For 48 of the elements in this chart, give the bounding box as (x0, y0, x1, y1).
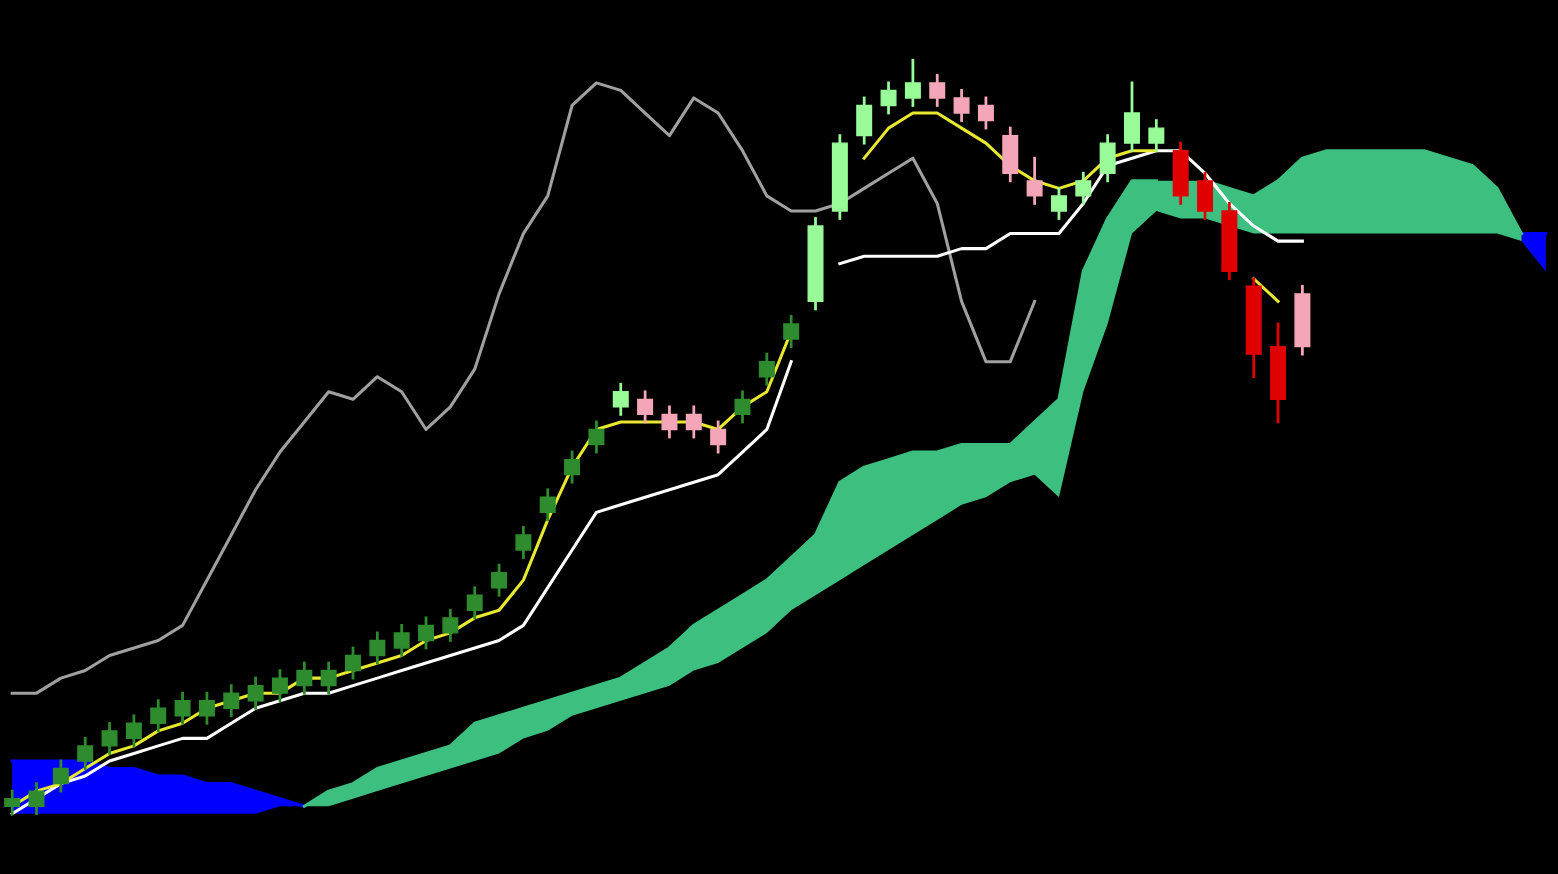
candlestick (223, 684, 240, 718)
candlestick (929, 73, 946, 107)
candlestick (710, 420, 727, 454)
candlestick (1099, 134, 1116, 183)
candlestick (783, 315, 800, 348)
candlestick (418, 616, 435, 650)
candlestick (296, 661, 313, 695)
candlestick (442, 608, 459, 642)
candlestick (1075, 171, 1092, 205)
candlestick (1172, 141, 1189, 205)
candlestick (612, 382, 629, 416)
candlestick (174, 691, 191, 725)
candlestick (515, 526, 532, 559)
candlestick (977, 96, 994, 130)
candlestick (4, 789, 21, 816)
candlestick (77, 736, 94, 770)
candlestick (1148, 119, 1165, 153)
candlestick (856, 96, 873, 145)
candlestick (758, 352, 775, 386)
candlestick (271, 669, 288, 703)
candlestick (1197, 171, 1214, 220)
candlestick (1002, 126, 1019, 183)
candlestick (1026, 156, 1043, 205)
candlestick (637, 390, 654, 424)
candlestick (1050, 186, 1067, 220)
candlestick (661, 405, 678, 439)
candlestick (101, 721, 118, 755)
candlestick (734, 390, 751, 424)
candlestick (880, 81, 897, 115)
candlestick (1123, 81, 1140, 153)
candlestick (320, 661, 337, 695)
candlestick (125, 714, 142, 748)
candlestick (52, 759, 69, 793)
candlestick (247, 676, 264, 710)
candlestick (685, 405, 702, 439)
candlestick (344, 646, 361, 680)
candlestick (953, 89, 970, 122)
candlestick (491, 563, 508, 597)
candlestick (150, 699, 167, 733)
candlestick (28, 782, 45, 816)
candlestick (904, 58, 921, 107)
candlestick (588, 420, 605, 454)
candlestick (369, 631, 386, 665)
candlestick (198, 691, 215, 725)
candlestick (564, 450, 581, 484)
candlestick (539, 488, 556, 522)
candlestick (393, 623, 410, 657)
candlestick (466, 586, 483, 620)
